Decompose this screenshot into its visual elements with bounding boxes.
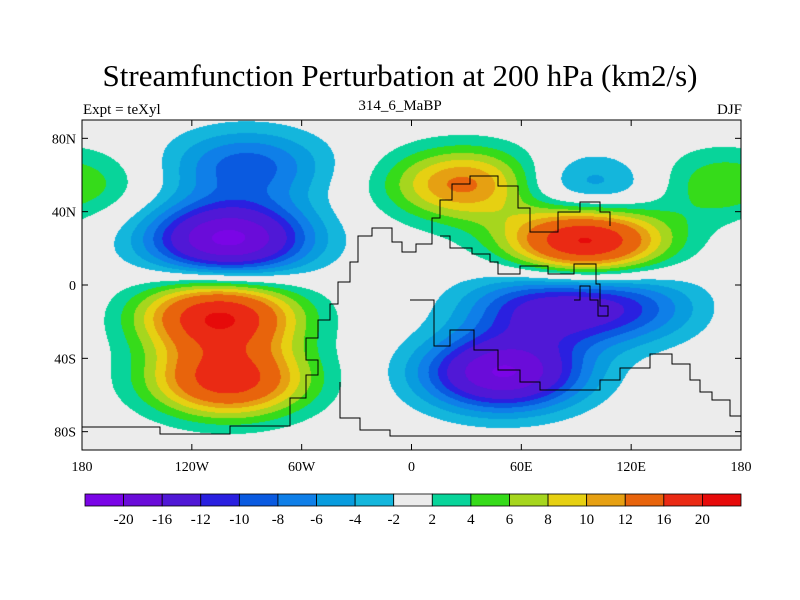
colorbar-swatch <box>277 493 317 507</box>
colorbar-swatch <box>316 493 356 507</box>
colorbar-swatch <box>663 493 703 507</box>
x-tick-label: 120E <box>616 460 646 475</box>
coastline <box>82 175 741 437</box>
colorbar-label: -2 <box>387 512 400 528</box>
season-label: DJF <box>716 102 742 118</box>
y-tick-label: 80S <box>54 426 76 441</box>
colorbar-label: 16 <box>656 512 672 528</box>
colorbar-swatch <box>470 493 510 507</box>
colorbar-label: -20 <box>114 512 134 528</box>
colorbar-label: 2 <box>429 512 437 528</box>
colorbar-swatch <box>123 493 163 507</box>
colorbar-swatch <box>354 493 395 507</box>
colorbar-swatch <box>161 493 202 507</box>
colorbar-swatch <box>200 493 240 507</box>
colorbar-swatch <box>509 493 549 507</box>
x-tick-label: 0 <box>408 460 415 475</box>
colorbar-swatch <box>84 493 124 507</box>
plot-frame <box>81 119 742 451</box>
colorbar-label: 20 <box>695 512 710 528</box>
colorbar-label: 10 <box>579 512 594 528</box>
colorbar-swatch <box>431 493 472 507</box>
y-tick-label: 0 <box>69 279 76 294</box>
colorbar-label: -10 <box>229 512 249 528</box>
colorbar-label: 6 <box>506 512 514 528</box>
contour-fill-image <box>82 120 741 450</box>
x-tick-label: 120W <box>175 460 210 475</box>
x-tick-label: 180 <box>72 460 93 475</box>
colorbar-swatch <box>393 493 433 507</box>
colorbar-label: 12 <box>618 512 633 528</box>
colorbar-swatch <box>624 493 665 507</box>
y-tick-label: 40S <box>54 352 76 367</box>
x-tick-label: 180 <box>731 460 752 475</box>
colorbar: -20 -16 -12 -10 -8 -6 -4 -2 2 4 6 8 10 12 16 20 <box>84 493 742 528</box>
colorbar-label: -4 <box>349 512 362 528</box>
experiment-label: Expt = teXyl <box>83 102 161 118</box>
contour-field <box>82 120 741 450</box>
colorbar-swatch <box>547 493 588 507</box>
colorbar-label: -6 <box>310 512 323 528</box>
run-label: 314_6_MaBP <box>358 98 442 114</box>
colorbar-label: -16 <box>152 512 172 528</box>
x-tick-label: 60E <box>510 460 533 475</box>
chart-title: Streamfunction Perturbation at 200 hPa (… <box>102 58 698 93</box>
colorbar-swatch <box>702 493 742 507</box>
y-tick-label: 80N <box>52 132 76 147</box>
colorbar-swatch <box>238 493 279 507</box>
y-tick-label: 40N <box>52 206 76 221</box>
colorbar-label: -8 <box>272 512 285 528</box>
colorbar-label: 8 <box>544 512 552 528</box>
colorbar-label: -12 <box>191 512 211 528</box>
colorbar-label: 4 <box>467 512 475 528</box>
x-tick-label: 60W <box>288 460 316 475</box>
axes: 180 120W 60W 0 60E 120E 180 80N 40N 0 40S 80S <box>52 120 752 475</box>
colorbar-swatch <box>586 493 626 507</box>
